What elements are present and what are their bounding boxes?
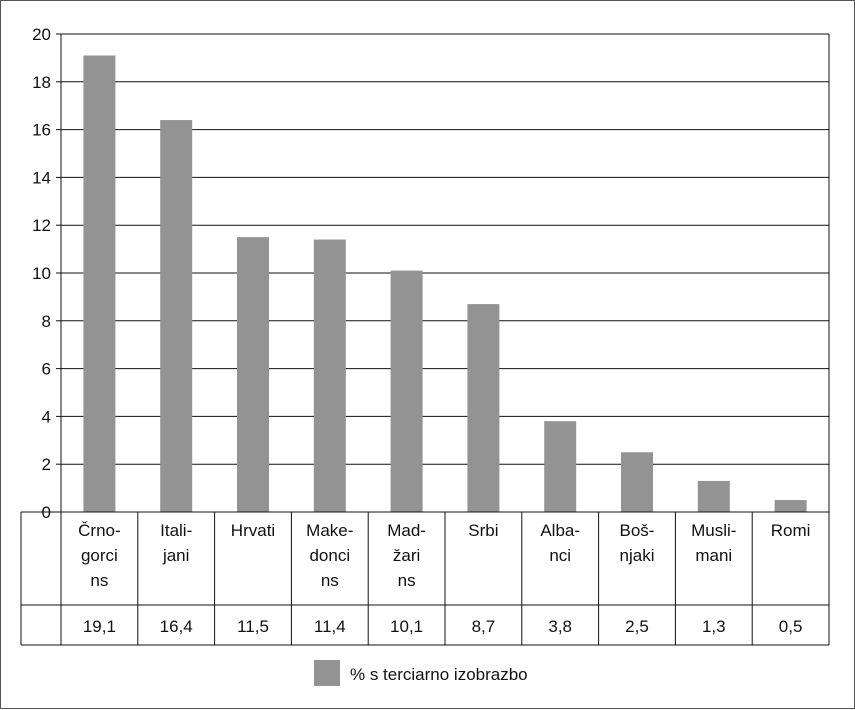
category-label-2-line-0: Hrvati <box>231 521 275 540</box>
category-label-7-line-1: njaki <box>620 546 655 565</box>
y-tick-label-20: 20 <box>32 25 51 44</box>
data-table-value-5: 8,7 <box>472 617 496 636</box>
y-tick-label-12: 12 <box>32 216 51 235</box>
category-label-1-line-1: jani <box>162 546 189 565</box>
data-table-value-8: 1,3 <box>702 617 726 636</box>
data-table-value-7: 2,5 <box>625 617 649 636</box>
data-table-value-6: 3,8 <box>548 617 572 636</box>
category-label-0-line-2: ns <box>90 571 108 590</box>
category-label-3-line-2: ns <box>321 571 339 590</box>
category-label-5-line-0: Srbi <box>468 521 498 540</box>
y-tick-label-10: 10 <box>32 264 51 283</box>
category-label-9-line-0: Romi <box>771 521 811 540</box>
category-label-4-line-0: Mad- <box>387 521 426 540</box>
category-label-3-line-1: donci <box>309 546 350 565</box>
bar-6 <box>544 421 577 512</box>
category-label-0-line-1: gorci <box>81 546 118 565</box>
legend: % s terciarno izobrazbo <box>314 660 528 686</box>
data-table-value-9: 0,5 <box>779 617 803 636</box>
y-tick-label-2: 2 <box>42 455 51 474</box>
y-tick-label-14: 14 <box>32 168 51 187</box>
legend-swatch <box>314 660 340 686</box>
y-tick-label-6: 6 <box>42 360 51 379</box>
category-label-4-line-2: ns <box>398 571 416 590</box>
y-tick-label-4: 4 <box>42 407 51 426</box>
category-label-3-line-0: Make- <box>306 521 353 540</box>
category-label-1-line-0: Itali- <box>160 521 192 540</box>
category-label-7-line-0: Boš- <box>620 521 655 540</box>
bar-1 <box>160 120 193 512</box>
bar-5 <box>467 304 500 512</box>
bar-0 <box>83 55 116 512</box>
category-label-6-line-1: nci <box>549 546 571 565</box>
bar-2 <box>237 237 269 512</box>
bar-8 <box>697 480 730 512</box>
category-label-4-line-1: žari <box>393 546 420 565</box>
data-table-value-2: 11,5 <box>237 617 269 636</box>
bar-4 <box>390 270 423 512</box>
data-table-value-4: 10,1 <box>390 617 423 636</box>
data-table-value-3: 11,4 <box>314 617 346 636</box>
legend-label: % s terciarno izobrazbo <box>350 665 528 684</box>
bars <box>83 55 807 513</box>
y-tick-label-8: 8 <box>42 312 51 331</box>
data-table-value-1: 16,4 <box>160 617 193 636</box>
category-label-6-line-0: Alba- <box>540 521 580 540</box>
bar-9 <box>774 500 807 512</box>
category-label-8-line-0: Musli- <box>691 521 736 540</box>
y-tick-label-16: 16 <box>32 121 51 140</box>
category-label-0-line-0: Črno- <box>78 521 121 540</box>
data-table-value-0: 19,1 <box>83 617 116 636</box>
data-table: Črno-gorci ns Itali-jani Hrvati Make-donci ns… <box>20 511 830 646</box>
y-tick-label-18: 18 <box>32 73 51 92</box>
bar-7 <box>621 452 653 512</box>
bar-3 <box>313 239 346 513</box>
category-label-8-line-1: mani <box>695 546 732 565</box>
